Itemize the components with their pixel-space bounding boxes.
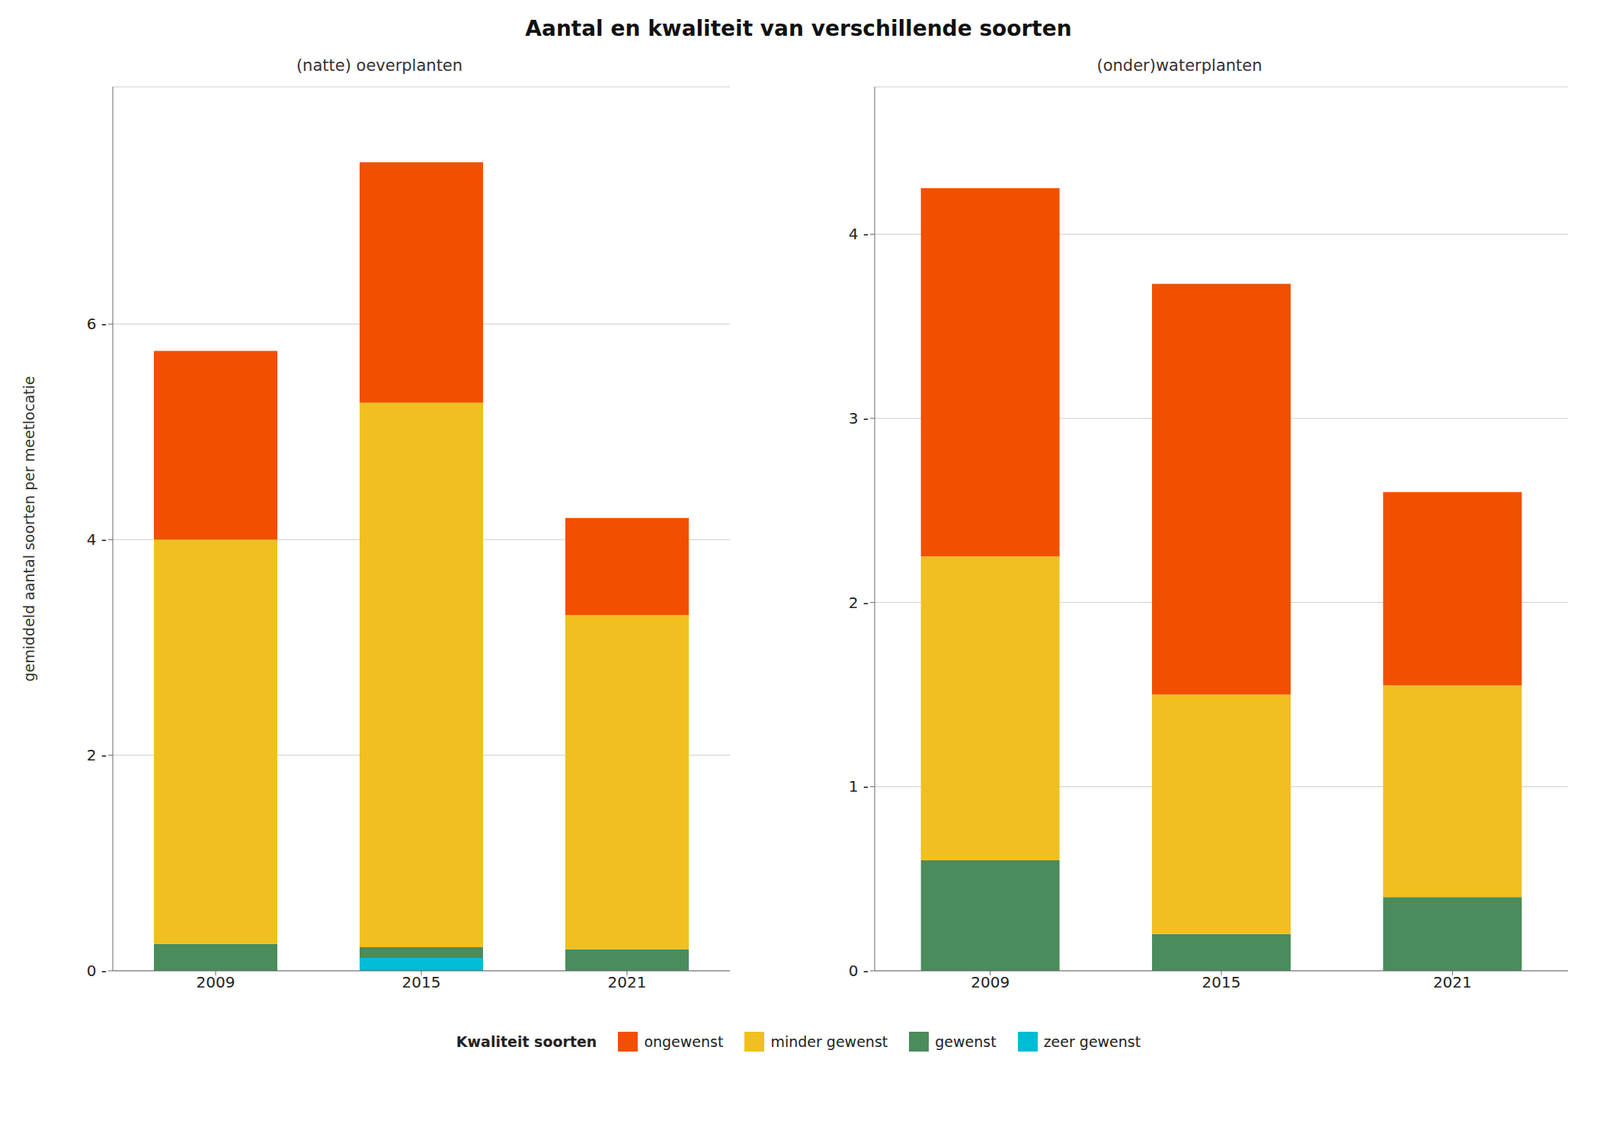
svg-text:0 -: 0 - bbox=[848, 961, 869, 980]
svg-text:2015: 2015 bbox=[1202, 972, 1242, 992]
svg-text:1 -: 1 - bbox=[848, 777, 869, 796]
html-text:Aantal en kwaliteit van versch: Aantal en kwaliteit van verschillende so… bbox=[525, 16, 1072, 42]
html-text:zeer gewenst: zeer gewenst bbox=[1043, 1033, 1141, 1050]
svg-text:2 -: 2 - bbox=[86, 745, 107, 765]
svg-text:2009: 2009 bbox=[970, 972, 1010, 992]
html-text:(natte) oeverplanten: (natte) oeverplanten bbox=[296, 56, 463, 75]
svg-text:3 -: 3 - bbox=[848, 409, 869, 428]
html-text:gewenst: gewenst bbox=[935, 1033, 997, 1050]
html-text:(onder)waterplanten: (onder)waterplanten bbox=[1096, 56, 1263, 75]
svg-text:2015: 2015 bbox=[402, 972, 442, 992]
html-text:minder gewenst: minder gewenst bbox=[770, 1033, 888, 1050]
svg-text:2021: 2021 bbox=[1433, 972, 1472, 992]
svg-text:4 -: 4 - bbox=[848, 224, 869, 244]
svg-text:2009: 2009 bbox=[196, 972, 236, 992]
svg-text:gemiddeld aantal soorten per m: gemiddeld aantal soorten per meetlocatie bbox=[20, 376, 38, 682]
svg-text:2021: 2021 bbox=[608, 972, 647, 992]
svg-text:4 -: 4 - bbox=[86, 530, 107, 549]
svg-text:0 -: 0 - bbox=[86, 961, 107, 980]
svg-text:2 -: 2 - bbox=[848, 593, 869, 612]
html-text:ongewenst: ongewenst bbox=[644, 1033, 724, 1050]
svg-text:6 -: 6 - bbox=[86, 314, 107, 333]
html-text:Kwaliteit soorten: Kwaliteit soorten bbox=[456, 1033, 597, 1050]
